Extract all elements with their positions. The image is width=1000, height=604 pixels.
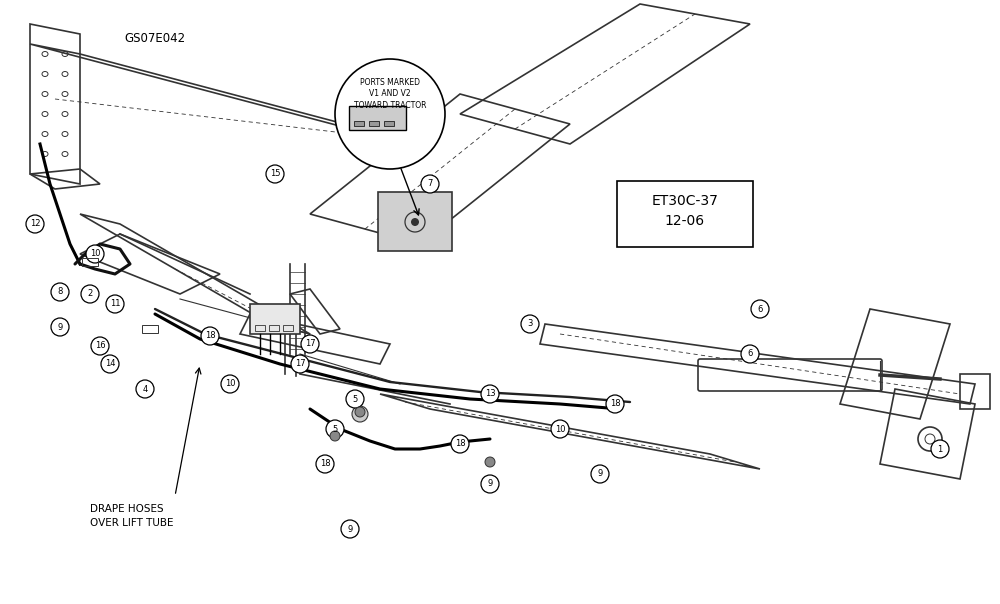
Text: 2: 2 xyxy=(87,289,93,298)
Text: 13: 13 xyxy=(485,390,495,399)
Circle shape xyxy=(931,440,949,458)
Bar xyxy=(384,121,394,126)
Text: 9: 9 xyxy=(347,524,353,533)
Text: 18: 18 xyxy=(455,440,465,449)
Circle shape xyxy=(751,300,769,318)
Circle shape xyxy=(330,431,340,441)
Text: 5: 5 xyxy=(352,394,358,403)
Circle shape xyxy=(201,327,219,345)
Circle shape xyxy=(301,335,319,353)
Circle shape xyxy=(291,355,309,373)
Text: 10: 10 xyxy=(555,425,565,434)
Circle shape xyxy=(481,475,499,493)
Circle shape xyxy=(741,345,759,363)
Circle shape xyxy=(485,457,495,467)
Text: 9: 9 xyxy=(487,480,493,489)
Circle shape xyxy=(411,218,419,226)
Circle shape xyxy=(51,283,69,301)
Text: 8: 8 xyxy=(57,288,63,297)
Text: ET30C-37
12-06: ET30C-37 12-06 xyxy=(652,194,718,228)
FancyBboxPatch shape xyxy=(250,304,300,334)
Circle shape xyxy=(326,420,344,438)
Text: 10: 10 xyxy=(90,249,100,259)
Text: 1: 1 xyxy=(937,445,943,454)
Text: 7: 7 xyxy=(427,179,433,188)
Text: 9: 9 xyxy=(57,323,63,332)
Circle shape xyxy=(136,380,154,398)
FancyBboxPatch shape xyxy=(349,106,406,130)
Circle shape xyxy=(101,355,119,373)
Circle shape xyxy=(335,59,445,169)
FancyBboxPatch shape xyxy=(378,192,452,251)
Circle shape xyxy=(606,395,624,413)
Text: 17: 17 xyxy=(305,339,315,349)
Text: 3: 3 xyxy=(527,320,533,329)
Text: 17: 17 xyxy=(295,359,305,368)
Circle shape xyxy=(346,390,364,408)
Circle shape xyxy=(551,420,569,438)
Circle shape xyxy=(91,337,109,355)
Circle shape xyxy=(451,435,469,453)
Bar xyxy=(82,258,98,266)
Circle shape xyxy=(266,165,284,183)
Bar xyxy=(283,325,293,331)
Text: 18: 18 xyxy=(610,399,620,408)
Circle shape xyxy=(352,406,368,422)
Circle shape xyxy=(521,315,539,333)
Circle shape xyxy=(106,295,124,313)
Bar xyxy=(255,325,265,331)
Text: 11: 11 xyxy=(110,300,120,309)
Circle shape xyxy=(341,520,359,538)
Circle shape xyxy=(86,245,104,263)
Text: DRAPE HOSES
OVER LIFT TUBE: DRAPE HOSES OVER LIFT TUBE xyxy=(90,504,174,528)
Circle shape xyxy=(51,318,69,336)
Text: 6: 6 xyxy=(757,304,763,313)
Bar xyxy=(142,325,158,333)
Text: 6: 6 xyxy=(747,350,753,359)
Text: PORTS MARKED
V1 AND V2
TOWARD TRACTOR: PORTS MARKED V1 AND V2 TOWARD TRACTOR xyxy=(354,78,426,111)
Text: 9: 9 xyxy=(597,469,603,478)
Circle shape xyxy=(316,455,334,473)
Bar xyxy=(369,121,379,126)
Circle shape xyxy=(481,385,499,403)
Circle shape xyxy=(81,285,99,303)
Text: 15: 15 xyxy=(270,170,280,179)
Text: 10: 10 xyxy=(225,379,235,388)
Circle shape xyxy=(421,175,439,193)
Text: 16: 16 xyxy=(95,341,105,350)
FancyBboxPatch shape xyxy=(617,181,753,247)
Text: 18: 18 xyxy=(320,460,330,469)
Bar xyxy=(269,325,279,331)
Circle shape xyxy=(26,215,44,233)
Text: GS07E042: GS07E042 xyxy=(124,33,186,45)
Text: 12: 12 xyxy=(30,219,40,228)
Text: 5: 5 xyxy=(332,425,338,434)
Circle shape xyxy=(355,407,365,417)
Circle shape xyxy=(591,465,609,483)
Bar xyxy=(354,121,364,126)
Text: 14: 14 xyxy=(105,359,115,368)
Text: 18: 18 xyxy=(205,332,215,341)
Circle shape xyxy=(221,375,239,393)
Text: 4: 4 xyxy=(142,385,148,393)
